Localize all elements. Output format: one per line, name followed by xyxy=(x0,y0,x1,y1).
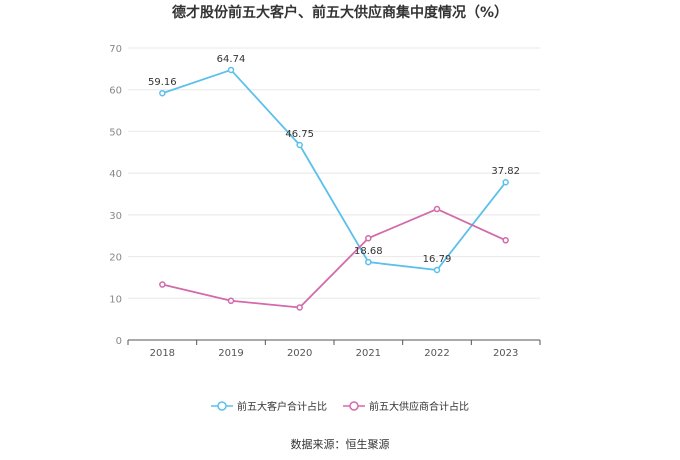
y-tick-label: 0 xyxy=(116,336,122,347)
x-tick-label: 2022 xyxy=(424,348,449,359)
data-label: 37.82 xyxy=(491,166,520,177)
grid-layer xyxy=(128,47,540,299)
axis-layer: 0 10 20 30 40 50 60 70 2018 2019 2020 2021 2022 2023 xyxy=(109,44,541,359)
series-line-1 xyxy=(162,208,507,309)
label-layer: 59.16 64.74 46.75 18.68 16.79 37.82 xyxy=(148,54,520,265)
data-point xyxy=(433,205,441,213)
legend: 前五大客户合计占比 前五大供应商合计占比 xyxy=(0,398,680,413)
series-layer xyxy=(159,66,509,311)
data-label: 64.74 xyxy=(217,54,246,65)
data-point xyxy=(296,304,303,311)
legend-label-suppliers: 前五大供应商合计占比 xyxy=(369,402,469,413)
y-tick-label: 50 xyxy=(109,127,122,138)
data-point xyxy=(159,89,166,97)
data-point xyxy=(365,234,372,242)
x-tick-label: 2020 xyxy=(287,348,312,359)
data-point xyxy=(502,237,509,244)
legend-marker-icon xyxy=(211,400,233,411)
chart-source: 数据来源：恒生聚源 xyxy=(290,438,390,451)
data-label: 16.79 xyxy=(423,254,452,265)
x-tick-label: 2023 xyxy=(493,348,518,359)
legend-item-suppliers[interactable]: 前五大供应商合计占比 xyxy=(343,398,469,413)
data-point xyxy=(502,178,509,186)
legend-item-customers[interactable]: 前五大客户合计占比 xyxy=(211,398,327,413)
data-label: 46.75 xyxy=(285,129,314,140)
y-tick-label: 20 xyxy=(109,253,122,264)
y-tick-label: 10 xyxy=(109,294,122,305)
y-tick-label: 70 xyxy=(109,44,122,55)
data-point xyxy=(433,266,441,274)
y-tick-label: 60 xyxy=(109,86,122,97)
series-line-0 xyxy=(162,69,507,271)
data-point xyxy=(227,66,235,74)
data-label: 59.16 xyxy=(148,77,177,88)
x-tick-label: 2019 xyxy=(218,348,243,359)
legend-label-customers: 前五大客户合计占比 xyxy=(237,402,327,413)
legend-marker-icon xyxy=(343,400,365,411)
x-tick-label: 2018 xyxy=(150,348,175,359)
data-label: 18.68 xyxy=(354,246,383,257)
y-tick-label: 30 xyxy=(109,211,122,222)
data-point xyxy=(296,141,303,149)
x-tick-label: 2021 xyxy=(356,348,381,359)
data-point xyxy=(227,297,235,305)
y-tick-label: 40 xyxy=(109,169,122,180)
data-point xyxy=(159,281,166,288)
data-point xyxy=(365,258,372,266)
chart-title: 德才股份前五大客户、前五大供应商集中度情况（%） xyxy=(171,5,509,21)
